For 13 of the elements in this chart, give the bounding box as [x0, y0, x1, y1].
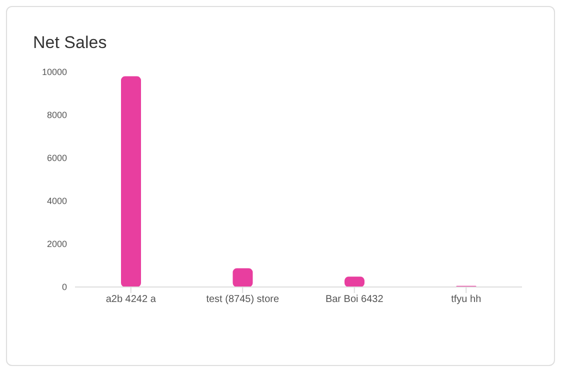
x-tick-label: Bar Boi 6432 — [325, 294, 384, 306]
y-tick-label: 2000 — [46, 239, 67, 250]
bar — [232, 268, 253, 287]
chart-title: Net Sales — [33, 33, 107, 53]
x-tick-label: tfyu hh — [451, 294, 482, 306]
y-tick-label: 4000 — [46, 196, 67, 206]
bar — [121, 76, 141, 287]
y-tick-label: 0 — [62, 282, 67, 292]
x-tick-label: test (8745) store — [206, 294, 280, 306]
x-tick-label: a2b 4242 a — [106, 294, 156, 306]
y-tick-label: 8000 — [46, 110, 67, 120]
y-tick-label: 6000 — [46, 153, 67, 164]
y-tick-label: 10000 — [42, 67, 67, 78]
